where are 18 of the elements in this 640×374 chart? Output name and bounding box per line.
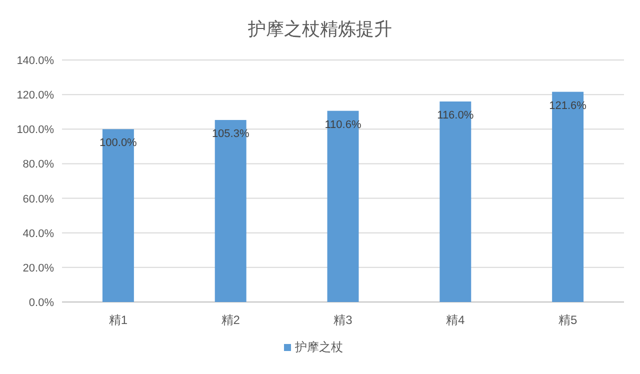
y-tick-label: 0.0% xyxy=(28,297,54,309)
y-tick-label: 100.0% xyxy=(16,124,54,136)
bar xyxy=(552,92,584,302)
x-tick-label: 精1 xyxy=(108,313,128,327)
bar xyxy=(327,110,359,302)
bar xyxy=(440,101,472,302)
x-tick-label: 精2 xyxy=(221,313,240,327)
y-tick-label: 140.0% xyxy=(16,55,54,67)
y-tick-label: 60.0% xyxy=(22,193,54,206)
y-tick-label: 20.0% xyxy=(22,262,54,274)
y-tick-label: 120.0% xyxy=(16,90,54,102)
y-tick-label: 40.0% xyxy=(22,228,54,240)
x-tick-label: 精5 xyxy=(558,313,578,327)
y-tick-label: 80.0% xyxy=(22,158,54,171)
x-tick-label: 精3 xyxy=(334,313,353,327)
chart-title: 护摩之杖精炼提升 xyxy=(247,19,392,39)
x-tick-label: 精4 xyxy=(446,313,466,327)
legend-label: 护摩之杖 xyxy=(294,340,343,354)
